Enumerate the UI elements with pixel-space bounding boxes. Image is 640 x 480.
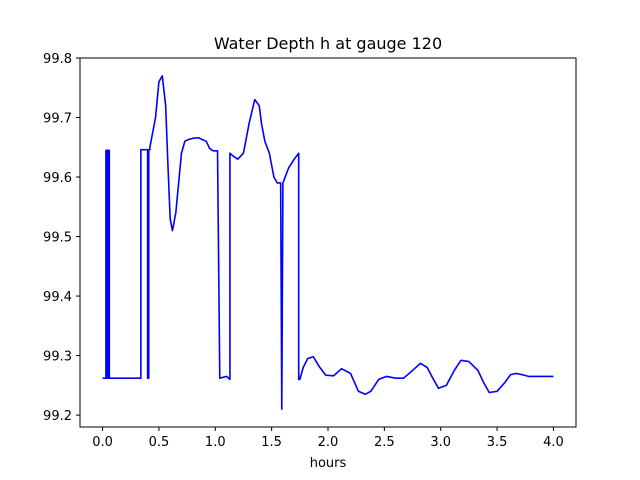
y-tick-label: 99.5 bbox=[43, 231, 72, 246]
y-tick-label: 99.3 bbox=[43, 350, 72, 365]
x-axis: 0.0 0.5 1.0 1.5 2.0 2.5 3.0 3.5 4.0 bbox=[92, 427, 564, 450]
x-tick-label: 3.5 bbox=[487, 435, 508, 450]
x-tick-label: 0.0 bbox=[92, 435, 113, 450]
y-tick-label: 99.7 bbox=[43, 112, 72, 127]
x-tick-label: 1.0 bbox=[205, 435, 226, 450]
x-tick-label: 2.0 bbox=[318, 435, 339, 450]
y-axis: 99.2 99.3 99.4 99.5 99.6 99.7 99.8 bbox=[43, 52, 80, 424]
x-tick-label: 1.5 bbox=[261, 435, 282, 450]
y-tick-label: 99.4 bbox=[43, 290, 72, 305]
x-tick-label: 4.0 bbox=[543, 435, 564, 450]
x-tick-label: 2.5 bbox=[374, 435, 395, 450]
y-tick-label: 99.8 bbox=[43, 52, 72, 67]
series-layer bbox=[102, 75, 554, 410]
y-tick-label: 99.2 bbox=[43, 409, 72, 424]
x-tick-label: 0.5 bbox=[149, 435, 170, 450]
x-axis-label: hours bbox=[310, 456, 347, 471]
y-tick-label: 99.6 bbox=[43, 171, 72, 186]
x-tick-label: 3.0 bbox=[430, 435, 451, 450]
series-line bbox=[102, 75, 554, 410]
chart-title: Water Depth h at gauge 120 bbox=[214, 34, 442, 53]
